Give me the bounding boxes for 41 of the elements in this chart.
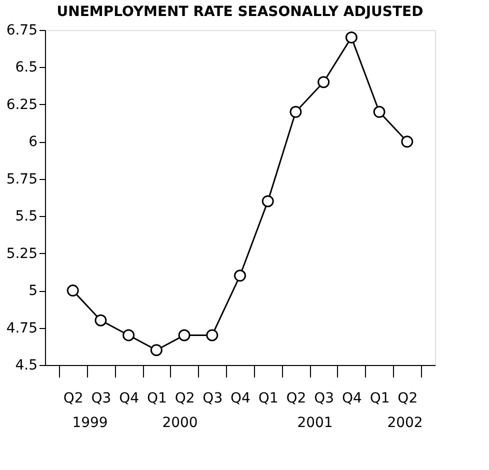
y-tick-label: 4.5 bbox=[15, 358, 38, 374]
x-tick-label: Q2 bbox=[63, 390, 84, 406]
x-tick-label: Q1 bbox=[146, 390, 167, 406]
point bbox=[290, 106, 302, 118]
point bbox=[122, 329, 135, 342]
point bbox=[94, 314, 107, 326]
x-tick-label: Q4 bbox=[230, 390, 251, 406]
y-tick-label: 5.5 bbox=[15, 208, 38, 225]
x-tick-label: Q1 bbox=[258, 390, 278, 406]
y-tick-label: 6.75 bbox=[6, 22, 38, 38]
y-tick-label: 6 bbox=[28, 134, 38, 150]
point bbox=[150, 344, 162, 356]
y-tick-label: 4.75 bbox=[6, 320, 38, 336]
y-tick-label: 5 bbox=[28, 283, 38, 300]
y-tick-label: 6.5 bbox=[15, 60, 38, 76]
point bbox=[373, 106, 386, 118]
text: 2002 bbox=[387, 415, 423, 431]
x-tick-label: Q2 bbox=[286, 390, 306, 406]
x-tick-label: Q3 bbox=[314, 390, 334, 406]
text: 2001 bbox=[297, 415, 333, 431]
x-tick-label: Q3 bbox=[202, 390, 223, 406]
point bbox=[178, 329, 190, 342]
x-tick-label: Q4 bbox=[342, 390, 362, 406]
point bbox=[318, 76, 330, 88]
y-tick-label: 6.25 bbox=[6, 96, 38, 113]
text: 2000 bbox=[162, 415, 198, 431]
point bbox=[401, 136, 414, 148]
x-tick-label: Q3 bbox=[91, 390, 112, 406]
chart-title: UNEMPLOYMENT RATE SEASONALLY ADJUSTED bbox=[56, 4, 424, 20]
point bbox=[262, 195, 274, 208]
point bbox=[206, 329, 218, 342]
x-tick-label: Q2 bbox=[398, 390, 418, 406]
x-tick-label: Q4 bbox=[119, 390, 140, 406]
text: 1999 bbox=[72, 415, 108, 431]
x-tick-label: Q1 bbox=[370, 390, 390, 406]
point bbox=[234, 270, 246, 282]
point bbox=[66, 284, 79, 297]
point bbox=[345, 31, 358, 44]
y-tick-label: 5.75 bbox=[6, 171, 38, 188]
y-tick-label: 5.25 bbox=[6, 246, 38, 262]
x-tick-label: Q2 bbox=[174, 390, 195, 406]
